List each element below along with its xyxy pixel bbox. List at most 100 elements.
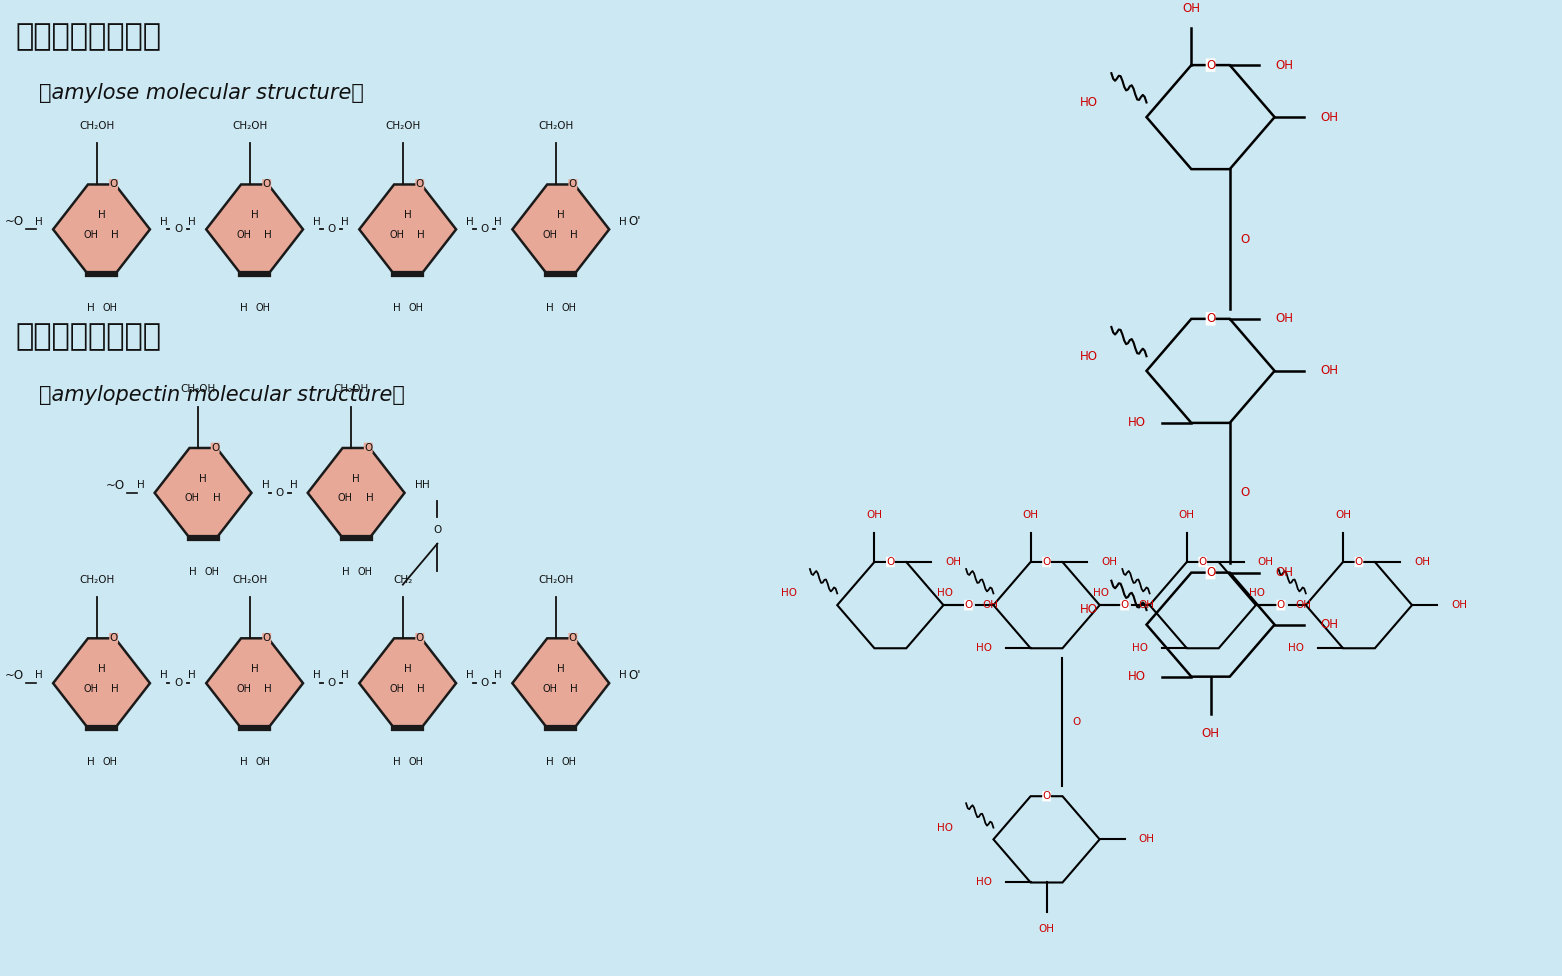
Text: H: H <box>212 493 220 504</box>
Text: OH: OH <box>256 304 270 313</box>
Text: O: O <box>1206 566 1215 579</box>
Polygon shape <box>512 184 609 274</box>
Text: OH: OH <box>542 229 558 240</box>
Text: H: H <box>189 671 195 680</box>
Text: HO: HO <box>1079 96 1098 109</box>
Text: O: O <box>569 180 576 189</box>
Text: H: H <box>262 480 269 490</box>
Text: H: H <box>467 671 473 680</box>
Text: H: H <box>342 567 350 577</box>
Text: O: O <box>109 633 117 643</box>
Text: H: H <box>251 210 258 220</box>
Polygon shape <box>308 448 405 538</box>
Text: O: O <box>1354 557 1364 567</box>
Text: HO: HO <box>1079 349 1098 363</box>
Polygon shape <box>53 638 150 728</box>
Text: OH: OH <box>1320 110 1339 124</box>
Polygon shape <box>512 638 609 728</box>
Text: O: O <box>480 678 489 688</box>
Text: ~O: ~O <box>5 669 23 682</box>
Text: O: O <box>886 557 895 567</box>
Polygon shape <box>155 448 251 538</box>
Text: OH: OH <box>542 683 558 694</box>
Text: OH: OH <box>562 304 576 313</box>
Text: H: H <box>495 671 501 680</box>
Text: O': O' <box>629 215 642 228</box>
Text: OH: OH <box>83 683 98 694</box>
Text: （amylopectin molecular structure）: （amylopectin molecular structure） <box>39 386 405 405</box>
Text: OH: OH <box>982 600 998 610</box>
Text: O: O <box>1276 600 1286 610</box>
Text: H: H <box>314 671 320 680</box>
Text: H: H <box>264 229 272 240</box>
Text: H: H <box>620 217 626 226</box>
Text: OH: OH <box>1295 600 1311 610</box>
Text: H: H <box>36 217 42 226</box>
Text: OH: OH <box>358 567 372 577</box>
Text: H: H <box>98 664 105 673</box>
Text: CH₂OH: CH₂OH <box>539 121 573 131</box>
Text: HO: HO <box>1093 589 1109 598</box>
Text: OH: OH <box>337 493 353 504</box>
Text: CH₂OH: CH₂OH <box>233 121 267 131</box>
Text: O: O <box>1073 717 1081 727</box>
Text: H: H <box>558 210 564 220</box>
Text: O: O <box>1198 557 1207 567</box>
Text: HO: HO <box>937 589 953 598</box>
Text: CH₂: CH₂ <box>394 575 412 585</box>
Text: H: H <box>422 480 430 490</box>
Text: H: H <box>547 757 555 767</box>
Text: OH: OH <box>1023 510 1039 520</box>
Text: H: H <box>394 304 401 313</box>
Text: OH: OH <box>867 510 883 520</box>
Text: ~O: ~O <box>5 215 23 228</box>
Text: H: H <box>200 473 206 483</box>
Text: OH: OH <box>1101 557 1117 567</box>
Text: OH: OH <box>1275 59 1293 71</box>
Text: O: O <box>173 224 183 234</box>
Text: OH: OH <box>1257 557 1273 567</box>
Text: HO: HO <box>1128 671 1147 683</box>
Text: H: H <box>87 304 95 313</box>
Text: O: O <box>480 224 489 234</box>
Text: O: O <box>173 678 183 688</box>
Text: O: O <box>1206 59 1215 71</box>
Text: H: H <box>342 217 348 226</box>
Text: H: H <box>353 473 359 483</box>
Text: O: O <box>433 525 442 535</box>
Text: HO: HO <box>1079 603 1098 617</box>
Text: OH: OH <box>256 757 270 767</box>
Text: O: O <box>569 633 576 643</box>
Text: OH: OH <box>83 229 98 240</box>
Text: OH: OH <box>103 757 117 767</box>
Text: ~O: ~O <box>106 478 125 492</box>
Polygon shape <box>359 638 456 728</box>
Text: H: H <box>558 664 564 673</box>
Text: O: O <box>1206 312 1215 325</box>
Text: H: H <box>467 217 473 226</box>
Polygon shape <box>359 184 456 274</box>
Text: H: H <box>251 664 258 673</box>
Text: O: O <box>109 180 117 189</box>
Text: O: O <box>211 443 219 453</box>
Text: OH: OH <box>184 493 200 504</box>
Text: H: H <box>405 210 411 220</box>
Text: H: H <box>87 757 95 767</box>
Text: OH: OH <box>562 757 576 767</box>
Text: O: O <box>1240 486 1250 500</box>
Text: OH: OH <box>945 557 961 567</box>
Text: H: H <box>189 567 197 577</box>
Text: CH₂OH: CH₂OH <box>181 385 216 394</box>
Text: O: O <box>964 600 973 610</box>
Text: OH: OH <box>1275 312 1293 325</box>
Text: HO: HO <box>1250 589 1265 598</box>
Text: H: H <box>36 671 42 680</box>
Text: H: H <box>291 480 297 490</box>
Text: H: H <box>264 683 272 694</box>
Text: O: O <box>275 488 284 498</box>
Text: O: O <box>1042 792 1051 801</box>
Text: H: H <box>415 480 422 490</box>
Text: HO: HO <box>1289 643 1304 653</box>
Text: H: H <box>495 217 501 226</box>
Text: OH: OH <box>389 683 405 694</box>
